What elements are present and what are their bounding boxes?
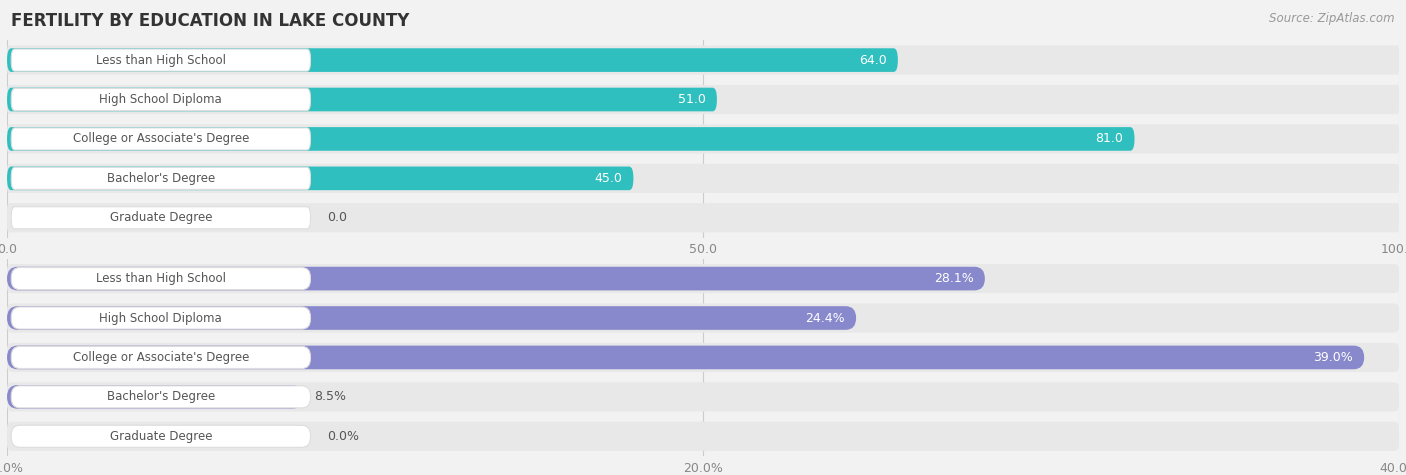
FancyBboxPatch shape	[11, 267, 311, 290]
FancyBboxPatch shape	[11, 88, 311, 111]
FancyBboxPatch shape	[11, 425, 311, 447]
Text: 0.0%: 0.0%	[328, 430, 359, 443]
FancyBboxPatch shape	[7, 346, 1364, 369]
Text: 39.0%: 39.0%	[1313, 351, 1353, 364]
Text: Bachelor's Degree: Bachelor's Degree	[107, 172, 215, 185]
FancyBboxPatch shape	[11, 167, 311, 190]
FancyBboxPatch shape	[7, 304, 1399, 332]
Text: Source: ZipAtlas.com: Source: ZipAtlas.com	[1270, 12, 1395, 25]
Text: 24.4%: 24.4%	[806, 312, 845, 324]
FancyBboxPatch shape	[11, 386, 311, 408]
FancyBboxPatch shape	[7, 85, 1399, 114]
FancyBboxPatch shape	[7, 267, 984, 290]
Text: College or Associate's Degree: College or Associate's Degree	[73, 351, 249, 364]
FancyBboxPatch shape	[7, 382, 1399, 411]
Text: 51.0: 51.0	[678, 93, 706, 106]
Text: High School Diploma: High School Diploma	[100, 312, 222, 324]
Text: 81.0: 81.0	[1095, 133, 1123, 145]
FancyBboxPatch shape	[7, 264, 1399, 293]
Text: FERTILITY BY EDUCATION IN LAKE COUNTY: FERTILITY BY EDUCATION IN LAKE COUNTY	[11, 12, 409, 30]
Text: 0.0: 0.0	[328, 211, 347, 224]
Text: High School Diploma: High School Diploma	[100, 93, 222, 106]
FancyBboxPatch shape	[11, 346, 311, 369]
FancyBboxPatch shape	[7, 306, 856, 330]
Text: Graduate Degree: Graduate Degree	[110, 430, 212, 443]
FancyBboxPatch shape	[11, 128, 311, 150]
Text: Bachelor's Degree: Bachelor's Degree	[107, 390, 215, 403]
Text: Less than High School: Less than High School	[96, 272, 226, 285]
Text: 28.1%: 28.1%	[934, 272, 974, 285]
Text: 64.0: 64.0	[859, 54, 887, 67]
FancyBboxPatch shape	[11, 49, 311, 71]
FancyBboxPatch shape	[7, 385, 302, 408]
Text: College or Associate's Degree: College or Associate's Degree	[73, 133, 249, 145]
Text: 45.0: 45.0	[595, 172, 623, 185]
FancyBboxPatch shape	[7, 127, 1135, 151]
FancyBboxPatch shape	[7, 124, 1399, 153]
FancyBboxPatch shape	[7, 422, 1399, 451]
FancyBboxPatch shape	[7, 48, 898, 72]
FancyBboxPatch shape	[7, 88, 717, 111]
FancyBboxPatch shape	[11, 307, 311, 329]
Text: Less than High School: Less than High School	[96, 54, 226, 67]
Text: Graduate Degree: Graduate Degree	[110, 211, 212, 224]
Text: 8.5%: 8.5%	[314, 390, 346, 403]
FancyBboxPatch shape	[7, 343, 1399, 372]
FancyBboxPatch shape	[7, 203, 1399, 232]
FancyBboxPatch shape	[7, 164, 1399, 193]
FancyBboxPatch shape	[7, 46, 1399, 75]
FancyBboxPatch shape	[11, 207, 311, 229]
FancyBboxPatch shape	[7, 167, 633, 190]
